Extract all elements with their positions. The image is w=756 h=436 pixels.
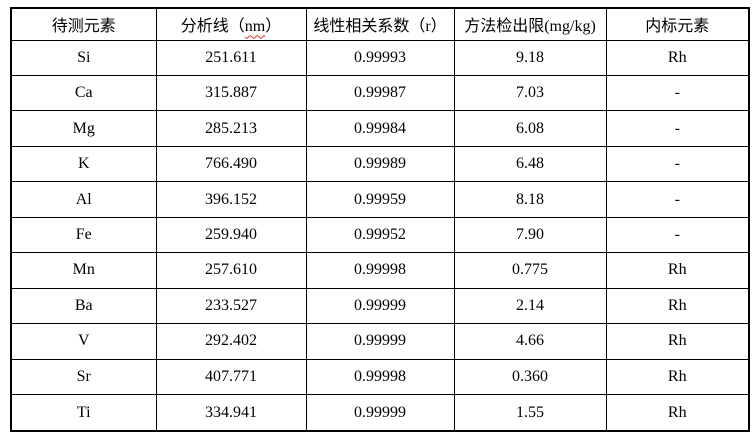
col-header-correlation-label: 线性相关系数（r） xyxy=(313,18,447,36)
cell-internal-standard: Rh xyxy=(605,394,750,432)
table-row: Sr 407.771 0.99998 0.360 Rh xyxy=(10,358,750,396)
cell-correlation-coefficient: 0.99959 xyxy=(305,181,455,218)
table-row: K 766.490 0.99989 6.48- xyxy=(10,145,750,183)
cell-analysis-line: 396.152 xyxy=(155,181,307,218)
cell-analysis-line: 257.610 xyxy=(155,252,307,289)
col-header-detection-limit-label: 方法检出限(mg/kg) xyxy=(464,18,596,36)
table-row: Al 396.152 0.99959 8.18- xyxy=(10,181,750,218)
cell-internal-standard: - xyxy=(605,110,750,147)
cell-analysis-line: 334.941 xyxy=(155,394,307,432)
table-row: Mg 285.213 0.99984 6.08- xyxy=(10,110,750,147)
cell-internal-standard: Rh xyxy=(605,252,750,289)
table-row: Ba 233.527 0.99999 2.14 Rh xyxy=(10,287,750,325)
cell-detection-limit: 6.48 xyxy=(453,145,607,183)
cell-internal-standard: Rh xyxy=(605,358,750,396)
cell-correlation-coefficient: 0.99999 xyxy=(305,323,455,360)
header-row: 待测元素 分析线（nm） 线性相关系数（r） 方法检出限(mg/kg) 内标元素 xyxy=(10,7,750,41)
cell-detection-limit: 4.66 xyxy=(453,323,607,360)
cell-analysis-line: 315.887 xyxy=(155,74,307,112)
cell-internal-standard: Rh xyxy=(605,287,750,325)
cell-analysis-line: 407.771 xyxy=(155,358,307,396)
table-row: Ti 334.941 0.99999 1.55 Rh xyxy=(10,394,750,432)
cell-analysis-line: 233.527 xyxy=(155,287,307,325)
cell-element: Mg xyxy=(10,110,157,147)
cell-element: Si xyxy=(10,39,157,76)
cell-correlation-coefficient: 0.99999 xyxy=(305,287,455,325)
cell-detection-limit: 9.18 xyxy=(453,39,607,76)
cell-detection-limit: 1.55 xyxy=(453,394,607,432)
cell-analysis-line: 285.213 xyxy=(155,110,307,147)
table-row: Ca 315.887 0.99987 7.03- xyxy=(10,74,750,112)
cell-detection-limit: 7.90 xyxy=(453,216,607,254)
table-row: Mn 257.610 0.99998 0.775 Rh xyxy=(10,252,750,289)
cell-internal-standard: - xyxy=(605,216,750,254)
cell-analysis-line: 259.940 xyxy=(155,216,307,254)
analysis-results-table: 待测元素 分析线（nm） 线性相关系数（r） 方法检出限(mg/kg) 内标元素… xyxy=(10,7,750,432)
cell-element: Ba xyxy=(10,287,157,325)
cell-correlation-coefficient: 0.99993 xyxy=(305,39,455,76)
col-header-analysis-line: 分析线（nm） xyxy=(155,7,307,41)
cell-detection-limit: 0.360 xyxy=(453,358,607,396)
cell-correlation-coefficient: 0.99998 xyxy=(305,252,455,289)
cell-element: Sr xyxy=(10,358,157,396)
spellcheck-underline-nm: nm xyxy=(244,18,266,36)
cell-correlation-coefficient: 0.99989 xyxy=(305,145,455,183)
cell-internal-standard: - xyxy=(605,145,750,183)
cell-analysis-line: 251.611 xyxy=(155,39,307,76)
table-row: V 292.402 0.99999 4.66 Rh xyxy=(10,323,750,360)
cell-analysis-line: 292.402 xyxy=(155,323,307,360)
cell-element: Fe xyxy=(10,216,157,254)
cell-internal-standard: Rh xyxy=(605,39,750,76)
table-row: Fe 259.940 0.99952 7.90- xyxy=(10,216,750,254)
table-body: Si 251.611 0.99993 9.18 Rh Ca 315.887 0.99987 7.… xyxy=(10,39,750,432)
cell-correlation-coefficient: 0.99984 xyxy=(305,110,455,147)
cell-correlation-coefficient: 0.99999 xyxy=(305,394,455,432)
cell-internal-standard: Rh xyxy=(605,323,750,360)
col-header-internal-standard: 内标元素 xyxy=(605,7,750,41)
cell-detection-limit: 6.08 xyxy=(453,110,607,147)
cell-element: Ca xyxy=(10,74,157,112)
cell-element: Mn xyxy=(10,252,157,289)
cell-detection-limit: 2.14 xyxy=(453,287,607,325)
col-header-analysis-line-prefix: 分析线（ xyxy=(180,18,245,36)
cell-correlation-coefficient: 0.99952 xyxy=(305,216,455,254)
cell-element: V xyxy=(10,323,157,360)
cell-element: K xyxy=(10,145,157,183)
col-header-detection-limit: 方法检出限(mg/kg) xyxy=(453,7,607,41)
cell-analysis-line: 766.490 xyxy=(155,145,307,183)
cell-element: Ti xyxy=(10,394,157,432)
cell-element: Al xyxy=(10,181,157,218)
cell-correlation-coefficient: 0.99987 xyxy=(305,74,455,112)
table-row: Si 251.611 0.99993 9.18 Rh xyxy=(10,39,750,76)
cell-detection-limit: 8.18 xyxy=(453,181,607,218)
col-header-element-label: 待测元素 xyxy=(51,18,116,36)
cell-internal-standard: - xyxy=(605,74,750,112)
col-header-correlation-coefficient: 线性相关系数（r） xyxy=(305,7,455,41)
col-header-internal-standard-label: 内标元素 xyxy=(645,18,710,36)
col-header-analysis-line-suffix: ） xyxy=(265,18,282,36)
cell-correlation-coefficient: 0.99998 xyxy=(305,358,455,396)
cell-detection-limit: 7.03 xyxy=(453,74,607,112)
cell-detection-limit: 0.775 xyxy=(453,252,607,289)
col-header-element: 待测元素 xyxy=(10,7,157,41)
cell-internal-standard: - xyxy=(605,181,750,218)
